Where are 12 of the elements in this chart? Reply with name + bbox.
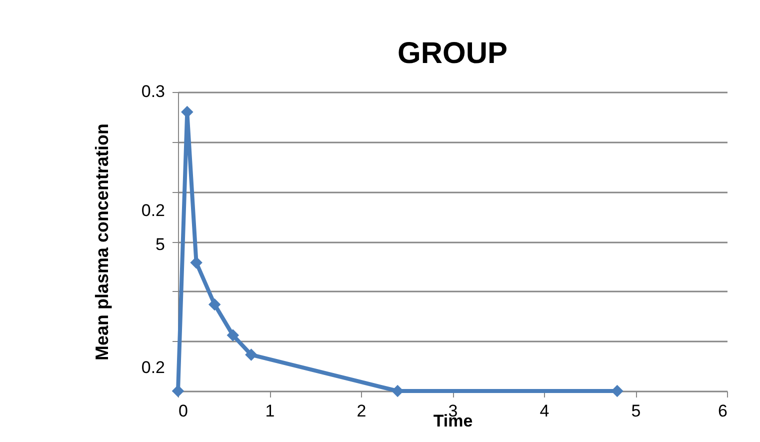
text: 0.2 (141, 358, 165, 377)
chart-title: GROUP (397, 37, 508, 70)
x-tick-label: 0 (178, 402, 188, 420)
y-axis-title: Mean plasma concentration (92, 123, 112, 361)
x-tick-label: 5 (631, 402, 641, 420)
text: 5 (156, 235, 165, 254)
text: 0.2 (141, 201, 165, 220)
x-tick-label: 1 (265, 402, 275, 420)
x-tick-label: 4 (540, 402, 550, 420)
x-tick-label: 6 (718, 402, 728, 420)
x-tick-label: 2 (356, 402, 366, 420)
text: 0.3 (141, 82, 165, 101)
